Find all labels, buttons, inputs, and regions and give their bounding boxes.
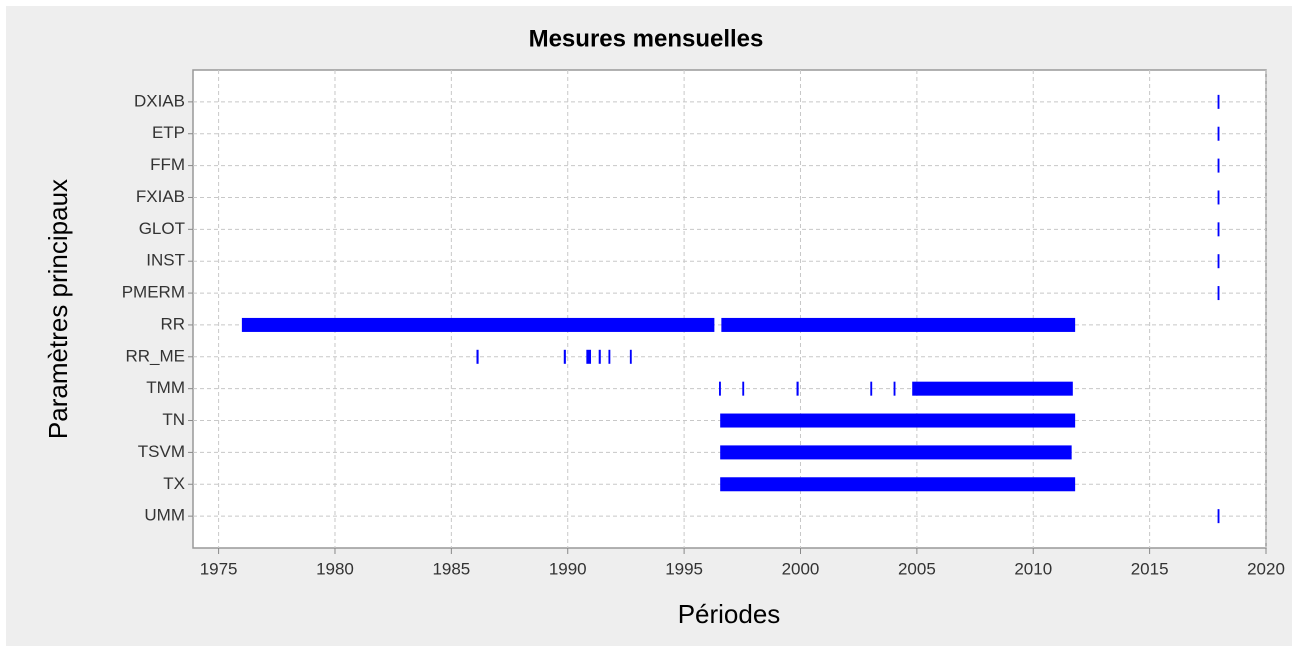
interval-bar <box>721 317 1076 332</box>
y-tick-label: RR_ME <box>125 346 185 365</box>
y-tick-label: TX <box>163 474 185 493</box>
x-tick-label: 2020 <box>1247 559 1285 578</box>
y-tick-label: ETP <box>152 123 185 142</box>
interval-bar <box>742 381 745 396</box>
y-tick-label: UMM <box>144 506 185 525</box>
interval-bar <box>1217 190 1220 205</box>
y-tick-label: DXIAB <box>134 91 185 110</box>
interval-bar <box>241 317 715 332</box>
y-tick-label: FFM <box>150 155 185 174</box>
chart-title: Mesures mensuelles <box>529 25 764 52</box>
x-tick-label: 2000 <box>782 559 820 578</box>
interval-bar <box>598 349 601 364</box>
x-axis-label: Périodes <box>678 599 781 629</box>
x-tick-label: 1980 <box>316 559 354 578</box>
interval-bar <box>720 413 1076 428</box>
interval-bar <box>629 349 632 364</box>
interval-bar <box>1217 509 1220 524</box>
interval-bar <box>720 445 1072 460</box>
interval-bar <box>720 477 1076 492</box>
interval-bar <box>1217 126 1220 141</box>
x-tick-label: 1990 <box>549 559 587 578</box>
interval-bar <box>1217 222 1220 237</box>
x-tick-label: 2015 <box>1131 559 1169 578</box>
y-axis-label: Paramètres principaux <box>43 179 73 439</box>
interval-bar <box>563 349 566 364</box>
y-tick-label: GLOT <box>139 219 185 238</box>
interval-bar <box>1217 158 1220 173</box>
y-tick-label: INST <box>146 251 185 270</box>
x-tick-label: 2010 <box>1014 559 1052 578</box>
interval-bar <box>476 349 479 364</box>
interval-bar <box>893 381 896 396</box>
interval-bar <box>1217 286 1220 301</box>
interval-bar <box>1217 254 1220 269</box>
x-tick-label: 1975 <box>200 559 238 578</box>
interval-bar <box>1217 94 1220 109</box>
y-tick-label: TSVM <box>138 442 185 461</box>
y-tick-label: TMM <box>146 378 185 397</box>
plot-area <box>192 69 1267 549</box>
interval-bar <box>586 349 592 364</box>
y-tick-label: RR <box>160 314 185 333</box>
x-tick-label: 2005 <box>898 559 936 578</box>
interval-bar <box>608 349 611 364</box>
interval-bar <box>912 381 1073 396</box>
interval-bar <box>719 381 721 396</box>
x-tick-label: 1985 <box>432 559 470 578</box>
y-tick-label: FXIAB <box>136 187 185 206</box>
y-tick-label: TN <box>162 410 185 429</box>
interval-bar <box>796 381 799 396</box>
interval-bar <box>870 381 873 396</box>
x-tick-label: 1995 <box>665 559 703 578</box>
y-tick-label: PMERM <box>122 283 185 302</box>
